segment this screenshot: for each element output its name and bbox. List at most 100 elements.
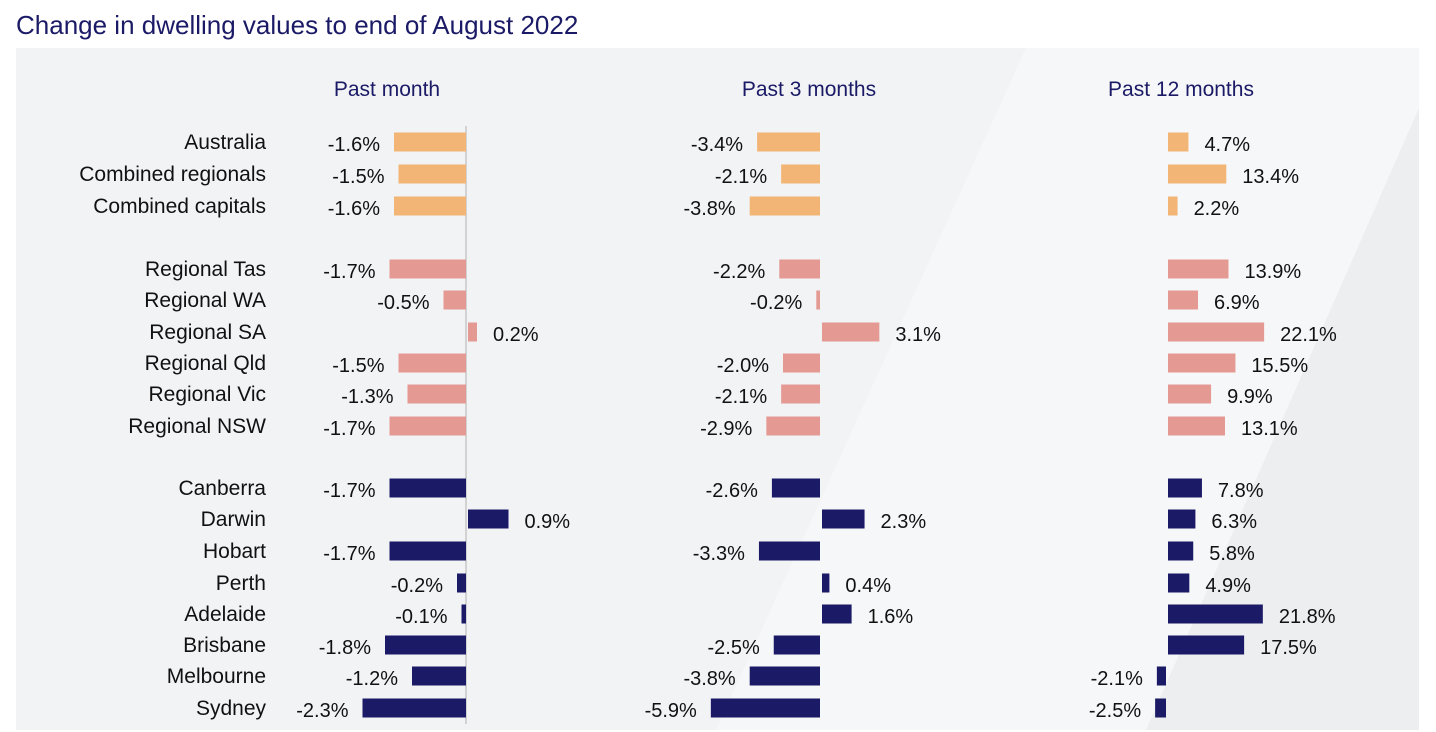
- bar-past-3-months-regional-nsw: [766, 416, 820, 436]
- bar-past-3-months-regional-tas: [779, 259, 820, 279]
- bar-past-month-combined-capitals: [394, 196, 466, 216]
- data-label-past-12-months-brisbane: 17.5%: [1260, 637, 1317, 659]
- data-label-past-month-darwin: 0.9%: [525, 511, 571, 533]
- series-header-past-12-months: Past 12 months: [1108, 78, 1254, 101]
- data-label-past-12-months-regional-nsw: 13.1%: [1241, 418, 1298, 440]
- bar-past-month-regional-tas: [389, 259, 466, 279]
- data-label-past-3-months-canberra: -2.6%: [706, 480, 758, 502]
- data-label-past-3-months-brisbane: -2.5%: [708, 637, 760, 659]
- bar-past-month-regional-vic: [407, 384, 466, 404]
- series-header-past-3-months: Past 3 months: [742, 78, 876, 101]
- bar-past-3-months-brisbane: [773, 635, 820, 655]
- data-label-past-3-months-darwin: 2.3%: [881, 511, 927, 533]
- data-label-past-12-months-adelaide: 21.8%: [1279, 606, 1336, 628]
- series-header-past-month: Past month: [334, 78, 440, 101]
- data-label-past-month-regional-sa: 0.2%: [493, 324, 539, 346]
- category-label-canberra: Canberra: [178, 477, 266, 500]
- data-label-past-3-months-regional-nsw: -2.9%: [700, 418, 752, 440]
- data-label-past-12-months-combined-regionals: 13.4%: [1242, 166, 1299, 188]
- data-label-past-month-regional-nsw: -1.7%: [323, 418, 375, 440]
- bar-past-3-months-hobart: [758, 541, 820, 561]
- bar-past-month-regional-qld: [398, 353, 466, 373]
- bar-past-month-adelaide: [461, 604, 466, 624]
- bar-past-month-regional-sa: [468, 322, 477, 342]
- bar-past-12-months-combined-capitals: [1168, 196, 1178, 216]
- data-label-past-12-months-darwin: 6.3%: [1211, 511, 1257, 533]
- data-label-past-month-sydney: -2.3%: [296, 700, 348, 722]
- data-label-past-month-adelaide: -0.1%: [395, 606, 447, 628]
- bar-past-month-combined-regionals: [398, 164, 466, 184]
- bar-past-12-months-melbourne: [1156, 666, 1166, 686]
- category-label-combined-capitals: Combined capitals: [93, 195, 266, 218]
- bar-past-3-months-combined-capitals: [749, 196, 820, 216]
- data-label-past-12-months-sydney: -2.5%: [1089, 700, 1141, 722]
- chart-title: Change in dwelling values to end of Augu…: [16, 10, 579, 40]
- bar-past-3-months-regional-wa: [816, 290, 820, 310]
- bar-past-month-sydney: [362, 698, 466, 718]
- data-label-past-month-melbourne: -1.2%: [346, 668, 398, 690]
- bar-past-12-months-australia: [1168, 132, 1189, 152]
- bar-past-month-brisbane: [385, 635, 466, 655]
- dwelling-values-chart: Australia Combined regionals Combined capi…: [79, 48, 1419, 730]
- data-label-past-12-months-regional-qld: 15.5%: [1251, 355, 1308, 377]
- category-label-adelaide: Adelaide: [184, 603, 266, 626]
- data-label-past-3-months-combined-regionals: -2.1%: [715, 166, 767, 188]
- bar-past-12-months-darwin: [1168, 509, 1196, 529]
- bar-past-month-canberra: [389, 478, 466, 498]
- bar-past-12-months-regional-wa: [1168, 290, 1199, 310]
- bar-past-12-months-regional-qld: [1168, 353, 1236, 373]
- category-label-regional-vic: Regional Vic: [148, 383, 266, 406]
- data-label-past-month-canberra: -1.7%: [323, 480, 375, 502]
- category-label-hobart: Hobart: [203, 540, 266, 563]
- data-label-past-month-australia: -1.6%: [328, 134, 380, 156]
- data-label-past-3-months-hobart: -3.3%: [693, 543, 745, 565]
- data-label-past-3-months-regional-wa: -0.2%: [750, 292, 802, 314]
- bar-past-3-months-darwin: [822, 509, 865, 529]
- bar-past-12-months-combined-regionals: [1168, 164, 1227, 184]
- data-label-past-3-months-regional-sa: 3.1%: [895, 324, 941, 346]
- chart-panel: Australia Combined regionals Combined capi…: [16, 48, 1419, 730]
- data-label-past-month-regional-tas: -1.7%: [323, 261, 375, 283]
- data-label-past-3-months-adelaide: 1.6%: [868, 606, 914, 628]
- bar-past-month-regional-wa: [443, 290, 466, 310]
- category-label-regional-wa: Regional WA: [144, 289, 266, 312]
- data-label-past-month-regional-vic: -1.3%: [341, 386, 393, 408]
- bar-past-12-months-brisbane: [1168, 635, 1245, 655]
- data-label-past-month-regional-qld: -1.5%: [332, 355, 384, 377]
- data-label-past-12-months-australia: 4.7%: [1204, 134, 1250, 156]
- category-label-regional-qld: Regional Qld: [145, 352, 266, 375]
- data-label-past-3-months-melbourne: -3.8%: [683, 668, 735, 690]
- bar-past-3-months-regional-sa: [822, 322, 880, 342]
- bar-past-month-australia: [394, 132, 466, 152]
- data-label-past-3-months-australia: -3.4%: [691, 134, 743, 156]
- data-label-past-12-months-regional-wa: 6.9%: [1214, 292, 1260, 314]
- bar-past-12-months-canberra: [1168, 478, 1202, 498]
- data-label-past-3-months-regional-qld: -2.0%: [717, 355, 769, 377]
- bar-past-3-months-canberra: [771, 478, 820, 498]
- bar-past-3-months-australia: [757, 132, 820, 152]
- category-label-darwin: Darwin: [201, 508, 266, 531]
- bar-past-3-months-adelaide: [822, 604, 852, 624]
- bar-past-12-months-regional-nsw: [1168, 416, 1225, 436]
- bar-past-3-months-sydney: [710, 698, 820, 718]
- data-label-past-12-months-regional-vic: 9.9%: [1227, 386, 1273, 408]
- data-label-past-month-brisbane: -1.8%: [319, 637, 371, 659]
- category-label-regional-nsw: Regional NSW: [128, 415, 266, 438]
- category-label-sydney: Sydney: [196, 697, 267, 720]
- bar-past-month-melbourne: [412, 666, 466, 686]
- data-label-past-12-months-regional-tas: 13.9%: [1244, 261, 1301, 283]
- bar-past-12-months-adelaide: [1168, 604, 1263, 624]
- data-label-past-12-months-hobart: 5.8%: [1209, 543, 1255, 565]
- bar-past-month-hobart: [389, 541, 466, 561]
- bar-past-3-months-regional-qld: [783, 353, 820, 373]
- data-label-past-12-months-melbourne: -2.1%: [1091, 668, 1143, 690]
- bar-past-12-months-perth: [1168, 573, 1190, 593]
- data-label-past-month-regional-wa: -0.5%: [377, 292, 429, 314]
- bar-past-3-months-regional-vic: [781, 384, 820, 404]
- data-label-past-12-months-perth: 4.9%: [1205, 575, 1251, 597]
- data-label-past-12-months-canberra: 7.8%: [1218, 480, 1264, 502]
- data-label-past-month-perth: -0.2%: [391, 575, 443, 597]
- category-label-perth: Perth: [216, 572, 266, 595]
- bar-past-12-months-regional-tas: [1168, 259, 1229, 279]
- category-label-regional-tas: Regional Tas: [145, 258, 266, 281]
